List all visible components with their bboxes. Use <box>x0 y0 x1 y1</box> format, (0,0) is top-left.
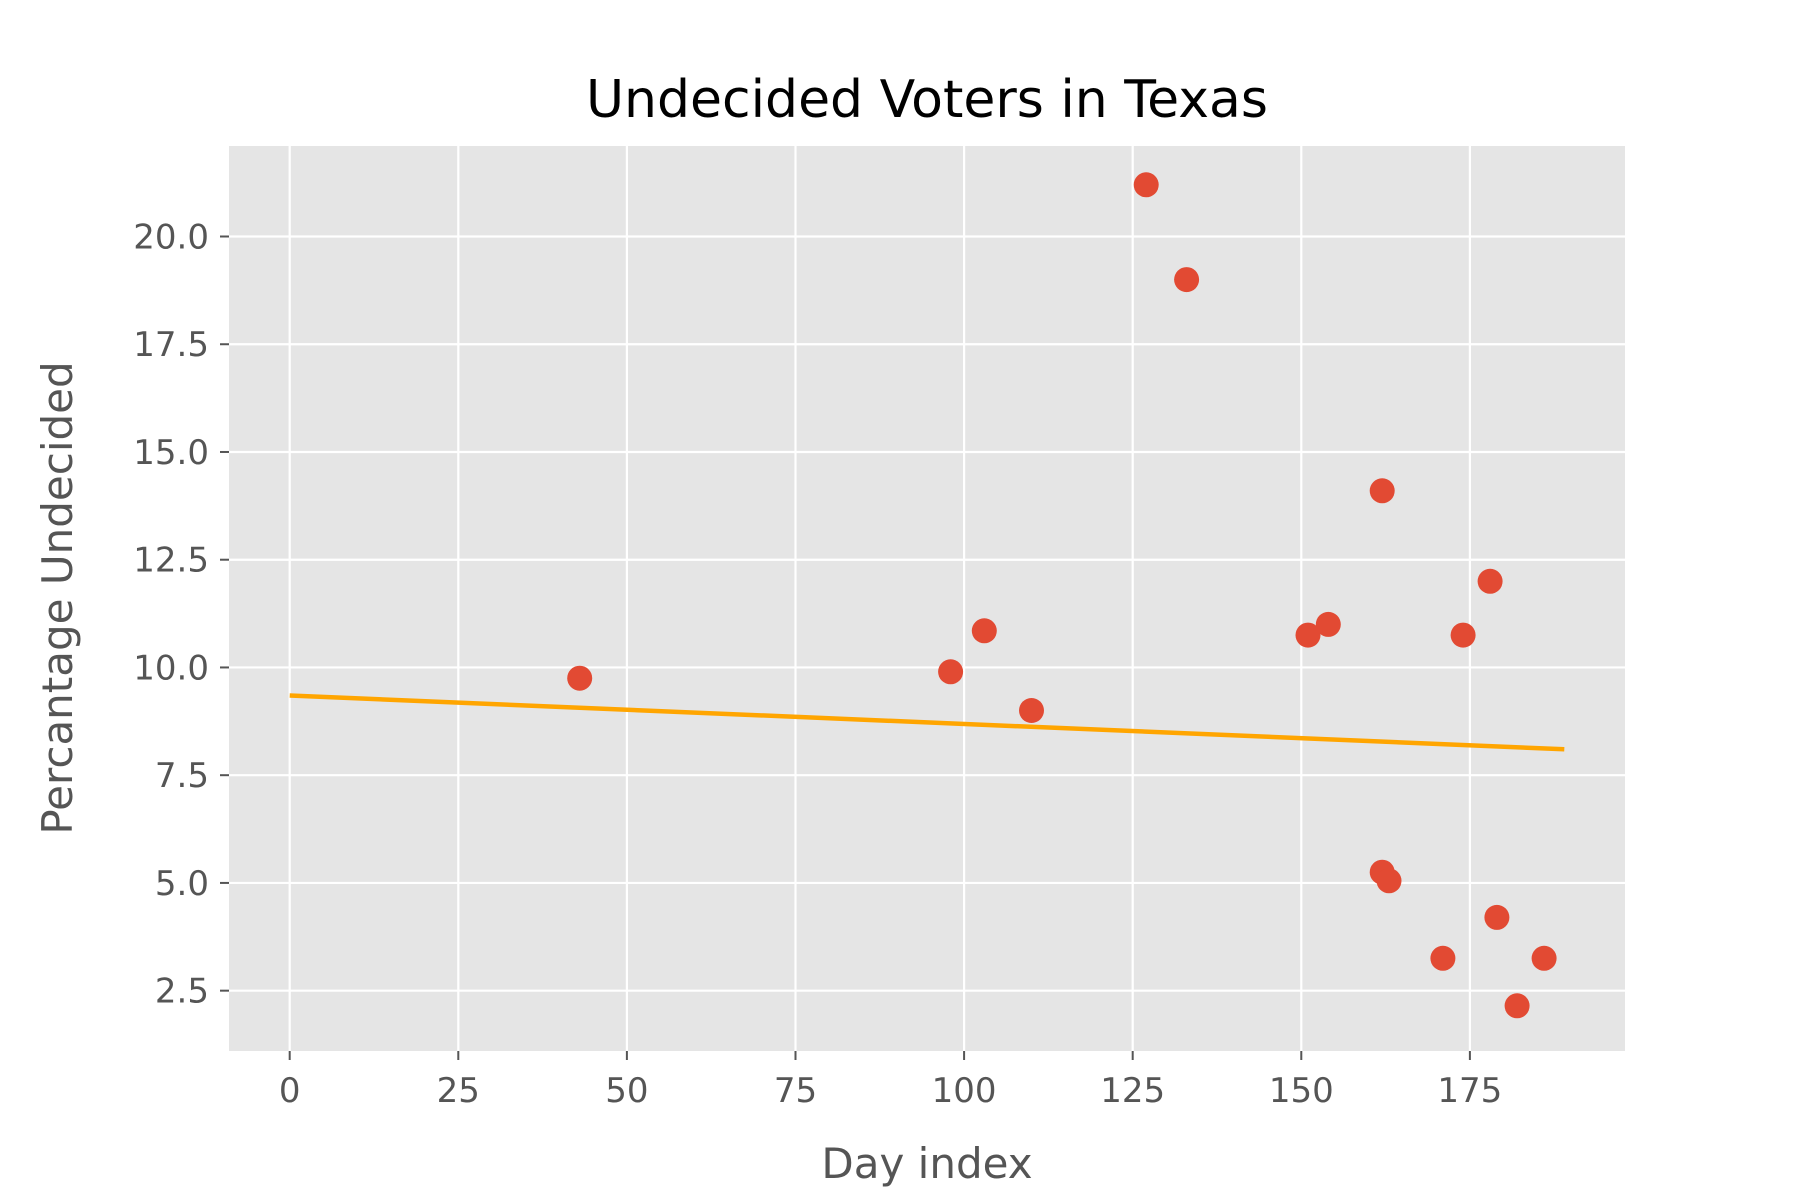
trend-line <box>289 693 1565 752</box>
chart-title: Undecided Voters in Texas <box>586 70 1268 130</box>
scatter-point <box>1315 611 1341 637</box>
x-tick-label: 150 <box>1269 1071 1334 1111</box>
x-tick-label: 175 <box>1437 1071 1502 1111</box>
scatter-point <box>1174 267 1200 293</box>
x-axis-label: Day index <box>821 1139 1032 1188</box>
scatter-point <box>1504 993 1530 1019</box>
scatter-point <box>1369 478 1395 504</box>
scatter-point <box>1376 868 1402 894</box>
y-tick-label: 15.0 <box>133 433 209 473</box>
grid <box>229 146 1625 1051</box>
y-tick-label: 20.0 <box>133 218 209 258</box>
scatter-point <box>1019 698 1044 723</box>
scatter-point <box>938 659 964 685</box>
scatter-point <box>567 665 593 691</box>
x-tick-label: 50 <box>605 1071 648 1111</box>
y-tick-label: 17.5 <box>133 325 209 365</box>
scatter-point <box>1133 172 1159 198</box>
scatter-point <box>971 618 997 644</box>
x-tick-label: 100 <box>932 1071 997 1111</box>
y-tick-label: 5.0 <box>155 864 209 904</box>
x-tick-label: 125 <box>1100 1071 1165 1111</box>
scatter-point <box>1531 945 1557 971</box>
x-axis: 0 25 50 75 100 125 150 175 <box>279 1051 1502 1111</box>
y-tick-label: 12.5 <box>133 541 209 581</box>
scatter-point <box>1484 904 1510 930</box>
x-tick-label: 75 <box>774 1071 817 1111</box>
x-tick-label: 0 <box>279 1071 301 1111</box>
scatter-points <box>567 172 1557 1019</box>
y-tick-label: 2.5 <box>155 972 209 1012</box>
scatter-point <box>1477 568 1503 594</box>
scatter-point <box>1430 945 1456 971</box>
scatter-point <box>1295 622 1321 648</box>
y-axis: 2.5 5.0 7.5 10.0 12.5 15.0 17.5 20.0 <box>133 218 229 1012</box>
scatter-point <box>1450 622 1476 648</box>
y-tick-label: 10.0 <box>133 648 209 688</box>
plot-area <box>229 146 1625 1051</box>
y-tick-label: 7.5 <box>155 756 209 796</box>
trend-lines <box>289 693 1565 752</box>
y-axis-label: Percantage Undecided <box>33 361 82 834</box>
x-tick-label: 25 <box>437 1071 480 1111</box>
